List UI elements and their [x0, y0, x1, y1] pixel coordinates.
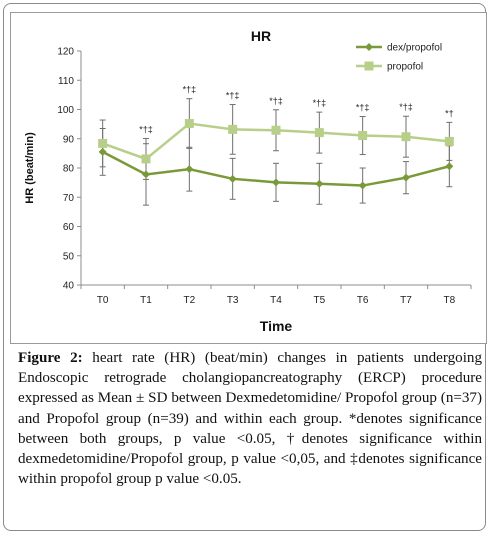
x-tick-label: T7 — [400, 295, 412, 306]
x-tick-label: T3 — [227, 295, 239, 306]
caption-text: heart rate (HR) (beat/min) changes in pa… — [18, 350, 482, 488]
y-tick-label: 100 — [57, 105, 74, 116]
x-tick-label: T5 — [313, 295, 325, 306]
data-point-propofol — [358, 131, 368, 141]
y-axis-label: HR (beat/min) — [24, 132, 36, 204]
y-tick-label: 90 — [63, 134, 75, 145]
hr-line-chart: HR 40 50 60 70 80 90 100 110 120 T0 T1 T2 T3 T4 T5 T6 T7 T… — [24, 28, 472, 334]
data-point-dex/propofol — [98, 147, 107, 156]
x-tick-label: T4 — [270, 295, 282, 306]
chart-title: HR — [251, 28, 271, 44]
y-tick-label: 80 — [63, 164, 75, 175]
data-point-propofol — [444, 136, 454, 146]
y-tick-label: 120 — [57, 47, 74, 58]
legend-marker-dex/propofol — [365, 43, 373, 51]
significance-annotation: *†‡ — [269, 96, 283, 106]
caption-label: Figure 2: — [18, 350, 83, 366]
data-point-propofol — [141, 154, 151, 164]
significance-annotation: *†‡ — [183, 85, 197, 95]
data-point-dex/propofol — [272, 178, 280, 187]
data-point-propofol — [184, 119, 194, 129]
data-point-propofol — [401, 132, 411, 142]
significance-annotation: *†‡ — [313, 98, 327, 108]
data-point-dex/propofol — [185, 165, 194, 174]
legend-label-dex/propofol: dex/propofol — [387, 43, 442, 54]
x-tick-label: T1 — [140, 295, 152, 306]
data-point-propofol — [271, 125, 281, 135]
data-point-dex/propofol — [402, 173, 410, 182]
legend-label-propofol: propofol — [387, 62, 423, 73]
y-tick-label: 110 — [58, 76, 74, 87]
data-point-propofol — [98, 138, 108, 148]
data-point-dex/propofol — [228, 174, 237, 183]
significance-annotation: *†‡ — [226, 91, 240, 101]
x-axis-label: Time — [260, 318, 293, 334]
x-tick-label: T2 — [183, 295, 195, 306]
significance-annotation: *† — [445, 108, 454, 118]
data-point-propofol — [228, 124, 238, 134]
data-point-dex/propofol — [358, 181, 367, 190]
x-tick-label: T8 — [443, 295, 455, 306]
chart-container: HR 40 50 60 70 80 90 100 110 120 T0 T1 T2 T3 T4 T5 T6 T7 T… — [10, 12, 487, 344]
figure-caption: Figure 2: heart rate (HR) (beat/min) cha… — [18, 348, 482, 489]
data-point-dex/propofol — [445, 162, 454, 171]
data-point-dex/propofol — [142, 170, 150, 179]
x-tick-label: T0 — [97, 295, 109, 306]
legend-marker-propofol — [364, 61, 374, 71]
y-tick-label: 60 — [63, 222, 75, 233]
x-tick-label: T6 — [357, 295, 369, 306]
figure-frame: HR 40 50 60 70 80 90 100 110 120 T0 T1 T2 T3 T4 T5 T6 T7 T… — [3, 3, 487, 531]
y-tick-label: 40 — [63, 281, 75, 292]
significance-annotation: *†‡ — [139, 124, 153, 134]
data-point-dex/propofol — [315, 179, 324, 188]
y-tick-label: 50 — [63, 251, 75, 262]
significance-annotation: *†‡ — [399, 102, 413, 112]
data-point-propofol — [314, 128, 324, 138]
significance-annotation: *†‡ — [356, 103, 370, 113]
y-tick-label: 70 — [63, 193, 75, 204]
